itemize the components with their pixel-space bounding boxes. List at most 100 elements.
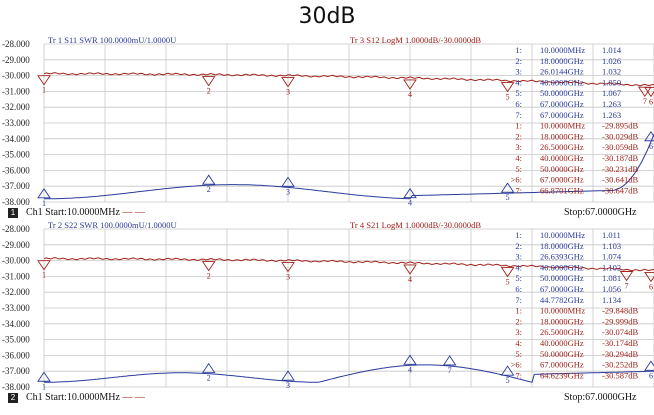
marker-id: 1: [515, 121, 522, 131]
marker-value: -30.174dB [602, 338, 638, 348]
marker-red-7-label: 7 [625, 282, 629, 291]
marker-value: 1.263 [602, 110, 621, 120]
marker-freq: 64.6239GHz [540, 370, 584, 380]
marker-id: 2: [515, 316, 522, 326]
channel-2-box[interactable]: 2 [8, 393, 18, 403]
marker-blue-4-label: 4 [408, 365, 412, 374]
marker-value: -30.647dB [602, 185, 638, 195]
marker-freq: 67.0000GHz [540, 99, 584, 109]
marker-freq: 50.0000GHz [540, 273, 584, 283]
marker-blue-4: 4 [403, 354, 417, 374]
marker-blue-1-label: 1 [42, 199, 46, 208]
marker-red-5-label: 5 [506, 278, 510, 287]
marker-blue-6: 6 [644, 130, 654, 151]
marker-blue-6: 6 [644, 360, 654, 380]
trace-blue-swr [44, 133, 654, 200]
marker-list-red-row: 2: 18.0000GHz -30.029dB [515, 131, 638, 141]
marker-blue-7-label: 7 [448, 366, 452, 375]
y-tick-label: -33.000 [2, 303, 30, 313]
marker-freq: 67.0000GHz [540, 284, 584, 294]
marker-red-2-label: 2 [207, 87, 211, 96]
marker-red-4: 4 [403, 79, 417, 99]
marker-list-blue-row: 5: 50.0000GHz 1.067 [515, 88, 621, 98]
marker-list-blue-row: 1: 10.0000MHz 1.014 [515, 45, 622, 55]
marker-red-1-shape [37, 260, 51, 271]
marker-freq: 26.0144GHz [540, 67, 584, 77]
marker-red-5-shape [500, 267, 515, 278]
channel-2-label: Ch1 [26, 392, 43, 403]
channel-1-dash: — — [122, 207, 145, 218]
marker-red-2-label: 2 [207, 272, 211, 281]
marker-blue-4-shape [403, 354, 417, 365]
y-tick-label: -33.000 [2, 118, 30, 128]
marker-id: 3: [515, 327, 522, 337]
marker-value: -30.187dB [602, 153, 638, 163]
marker-freq: 18.0000GHz [540, 316, 584, 326]
marker-id: 6: [515, 99, 522, 109]
channel-1-start-label: Ch1 Start:10.0000MHz — — [26, 207, 145, 218]
y-tick-label: -35.000 [2, 335, 30, 345]
channel-2-footer: 2 Ch1 Start:10.0000MHz — — Stop:67.0000G… [0, 392, 654, 406]
marker-blue-3-label: 3 [286, 381, 290, 390]
marker-freq: 10.0000MHz [540, 306, 585, 316]
marker-value: -30.294dB [602, 349, 638, 359]
marker-blue-4: 4 [403, 187, 417, 208]
channel-2-stop: Stop:67.0000GHz [564, 392, 637, 403]
marker-list-blue-row: 2: 18.0000GHz 1.103 [515, 241, 621, 251]
marker-value: -30.252dB [602, 360, 638, 370]
y-tick-label: -37.000 [2, 181, 30, 191]
y-tick-label: -38.000 [2, 197, 30, 207]
marker-red-5-shape [500, 82, 515, 93]
trace-header-swr: Tr 1 S11 SWR 100.0000mU/1.0000U [48, 36, 176, 45]
marker-id: >6: [511, 175, 522, 185]
marker-id: 2: [515, 56, 522, 66]
y-tick-label: -36.000 [2, 165, 30, 175]
marker-list-red-row: 2: 18.0000GHz -29.999dB [515, 316, 638, 326]
marker-red-6-label: 6 [649, 282, 653, 291]
marker-freq: 67.0000GHz [540, 175, 584, 185]
marker-list-blue-row: 7: 67.0000GHz 1.263 [515, 110, 621, 120]
marker-list-blue-row: 6: 67.0000GHz 1.263 [515, 99, 621, 109]
marker-red-4-shape [403, 264, 417, 275]
marker-list-red-row: 3: 26.5000GHz -30.059dB [515, 142, 638, 152]
channel-2-dash: — — [122, 392, 145, 403]
marker-value: 1.134 [602, 295, 622, 305]
marker-list-red-row: 5: 50.0000GHz -30.294dB [515, 349, 638, 359]
marker-list-blue-row: 3: 26.6393GHz 1.074 [515, 252, 622, 262]
marker-id: 3: [515, 252, 522, 262]
marker-freq: 18.0000GHz [540, 56, 584, 66]
marker-value: -29.848dB [602, 306, 638, 316]
marker-list-blue-row: 7: 44.7782GHz 1.134 [515, 295, 622, 305]
y-tick-label: -31.000 [2, 271, 30, 281]
marker-freq: 10.0000MHz [540, 230, 585, 240]
marker-red-6: 6 [644, 271, 654, 291]
marker-blue-5-shape [500, 182, 515, 193]
marker-blue-3: 3 [281, 176, 295, 196]
channel-2-start-label: Ch1 Start:10.0000MHz — — [26, 392, 145, 403]
marker-value: -30.074dB [602, 327, 638, 337]
channel-1-stop: Stop:67.0000GHz [564, 207, 637, 218]
marker-red-5: 5 [500, 82, 515, 102]
marker-freq: 50.0000GHz [540, 164, 584, 174]
marker-id: 7: [515, 370, 522, 380]
marker-id: 4: [515, 153, 522, 163]
trace-red-logm [43, 72, 654, 87]
marker-red-3-shape [281, 262, 295, 273]
marker-list-red-row: 7: 66.8701GHz -30.647dB [515, 185, 638, 195]
marker-freq: 40.0000GHz [540, 338, 584, 348]
marker-red-7-label: 7 [643, 97, 647, 106]
marker-id: 2: [515, 241, 522, 251]
marker-value: 1.014 [602, 45, 622, 55]
marker-id: 2: [515, 131, 522, 141]
marker-freq: 50.0000GHz [540, 349, 584, 359]
marker-red-1-shape [37, 75, 51, 86]
marker-red-7: 7 [619, 271, 634, 291]
channel-1-label: Ch1 [26, 207, 43, 218]
channel-2-start: Start:10.0000MHz [45, 392, 120, 403]
channel-1-box[interactable]: 1 [8, 208, 18, 218]
marker-blue-2: 2 [201, 362, 216, 383]
y-tick-label: -29.000 [2, 240, 30, 250]
marker-blue-2: 2 [201, 174, 216, 194]
marker-freq: 50.0000GHz [540, 88, 584, 98]
marker-blue-1-shape [37, 371, 51, 382]
